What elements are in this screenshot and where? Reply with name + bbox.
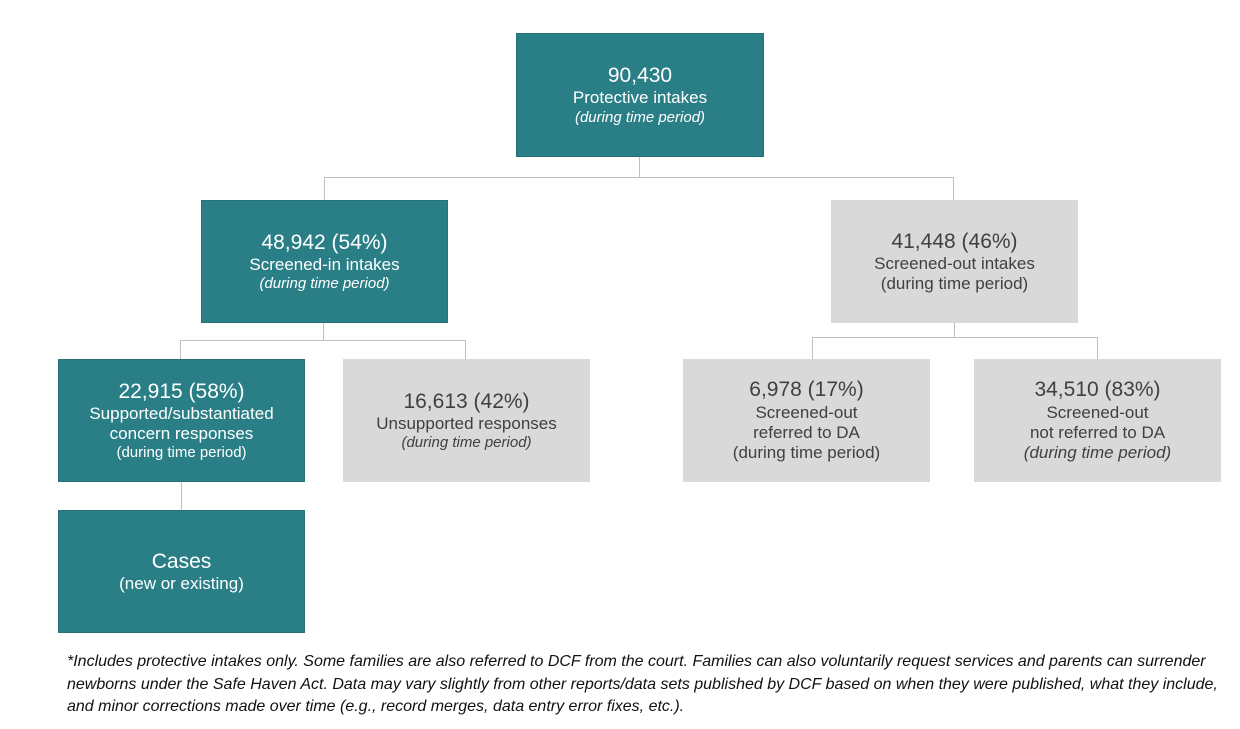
connector	[812, 337, 1098, 338]
node-supported: 22,915 (58%) Supported/substantiated con…	[58, 359, 305, 482]
node-screened-out: 41,448 (46%) Screened-out intakes (durin…	[831, 200, 1078, 323]
node-note: (new or existing)	[119, 573, 244, 593]
node-note: (during time period)	[574, 108, 706, 126]
node-note: (during time period)	[259, 275, 390, 293]
connector	[324, 177, 325, 200]
connector	[324, 177, 954, 178]
node-value: 6,978 (17%)	[749, 378, 864, 402]
node-label: referred to DA	[753, 422, 860, 442]
connector	[180, 340, 181, 359]
node-note: (during time period)	[732, 443, 881, 463]
node-value: 16,613 (42%)	[403, 389, 530, 413]
node-label: Cases	[151, 549, 212, 573]
node-note: (during time period)	[880, 274, 1029, 294]
node-note: (during time period)	[401, 434, 532, 452]
node-label: Screened-in intakes	[249, 254, 400, 274]
node-value: 90,430	[607, 64, 673, 88]
connector	[953, 177, 954, 200]
footnote: *Includes protective intakes only. Some …	[67, 653, 1218, 715]
node-unsupported: 16,613 (42%) Unsupported responses (duri…	[343, 359, 590, 482]
node-cases: Cases (new or existing)	[58, 510, 305, 633]
node-label: Supported/substantiated	[89, 403, 274, 423]
node-value: 34,510 (83%)	[1034, 378, 1161, 402]
node-label: not referred to DA	[1029, 422, 1166, 442]
node-value: 41,448 (46%)	[891, 229, 1018, 253]
node-protective-intakes: 90,430 Protective intakes (during time p…	[516, 33, 764, 157]
node-label: Unsupported responses	[376, 413, 557, 433]
connector	[954, 323, 955, 337]
node-note: (during time period)	[1023, 443, 1172, 463]
node-label: Screened-out intakes	[874, 253, 1035, 273]
connector	[812, 337, 813, 359]
node-value: 48,942 (54%)	[261, 230, 388, 254]
node-label: Screened-out	[755, 402, 858, 422]
node-label: Protective intakes	[572, 88, 708, 108]
node-label: Screened-out	[1046, 402, 1149, 422]
connector	[1097, 337, 1098, 359]
node-value: 22,915 (58%)	[118, 379, 245, 403]
node-not-referred-to-da: 34,510 (83%) Screened-out not referred t…	[974, 359, 1221, 482]
node-note: (during time period)	[116, 444, 247, 462]
connector	[465, 340, 466, 359]
node-referred-to-da: 6,978 (17%) Screened-out referred to DA …	[683, 359, 930, 482]
connector	[639, 157, 640, 177]
connector	[180, 340, 466, 341]
node-label: concern responses	[109, 424, 254, 444]
connector	[181, 482, 182, 510]
node-screened-in: 48,942 (54%) Screened-in intakes (during…	[201, 200, 448, 323]
connector	[323, 323, 324, 340]
